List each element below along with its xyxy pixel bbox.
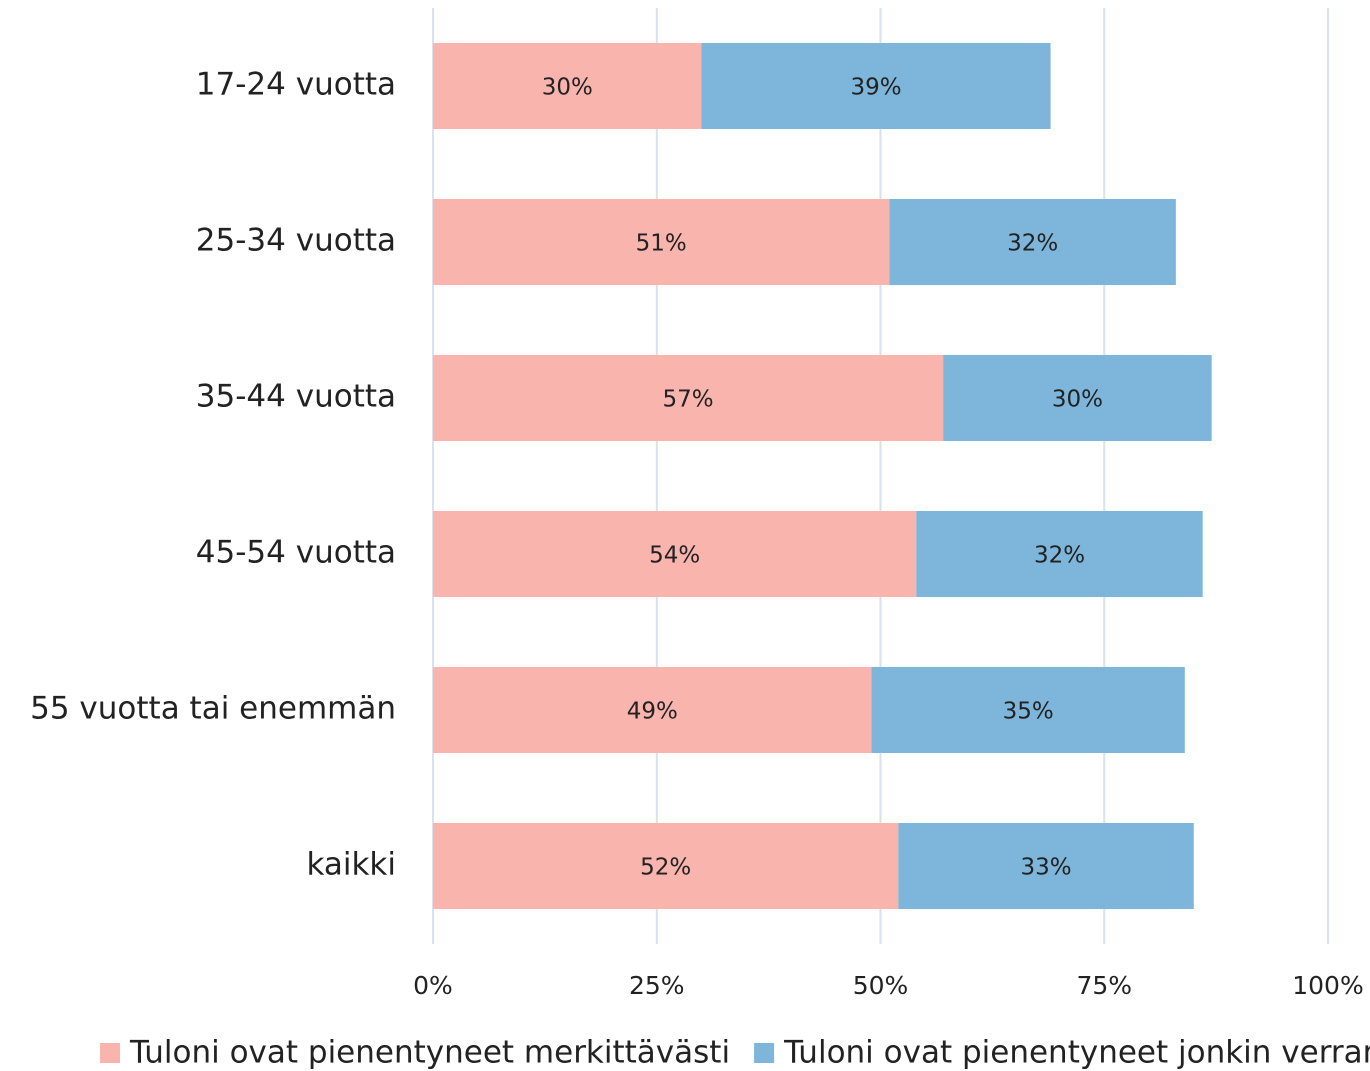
bar-segment	[433, 199, 890, 285]
bar-segment	[916, 511, 1203, 597]
data-label: 57%	[663, 387, 714, 413]
category-label: 35-44 vuotta	[196, 379, 396, 415]
bar-segment	[701, 43, 1051, 129]
bar-segment	[433, 511, 917, 597]
data-label: 52%	[640, 855, 691, 881]
bar-segment	[433, 667, 872, 753]
x-tick-label: 50%	[853, 971, 909, 1000]
category-label: 17-24 vuotta	[196, 67, 396, 103]
data-label: 39%	[850, 75, 901, 101]
legend-swatch	[100, 1043, 120, 1063]
category-label: 25-34 vuotta	[196, 223, 396, 259]
data-label: 32%	[1034, 543, 1085, 569]
data-label: 33%	[1021, 855, 1072, 881]
data-label: 32%	[1007, 231, 1058, 257]
bar-segment	[433, 43, 702, 129]
x-tick-label: 75%	[1076, 971, 1132, 1000]
x-tick-label: 0%	[413, 971, 453, 1000]
bar-segment	[898, 823, 1194, 909]
bar-segment	[943, 355, 1212, 441]
data-label: 30%	[1052, 387, 1103, 413]
data-label: 35%	[1003, 699, 1054, 725]
bar-segment	[433, 823, 899, 909]
data-label: 49%	[627, 699, 678, 725]
legend-label: Tuloni ovat pienentyneet merkittävästi	[129, 1035, 730, 1071]
bar-segment	[871, 667, 1185, 753]
x-tick-label: 100%	[1292, 971, 1363, 1000]
data-label: 54%	[649, 543, 700, 569]
bar-segment	[889, 199, 1176, 285]
category-label: 55 vuotta tai enemmän	[30, 691, 396, 727]
data-label: 51%	[636, 231, 687, 257]
data-label: 30%	[542, 75, 593, 101]
x-tick-label: 25%	[629, 971, 685, 1000]
legend-swatch	[754, 1043, 775, 1063]
category-label: 45-54 vuotta	[196, 535, 396, 571]
category-label: kaikki	[306, 847, 396, 883]
legend-label: Tuloni ovat pienentyneet jonkin verran	[783, 1035, 1370, 1071]
bar-segment	[433, 355, 944, 441]
